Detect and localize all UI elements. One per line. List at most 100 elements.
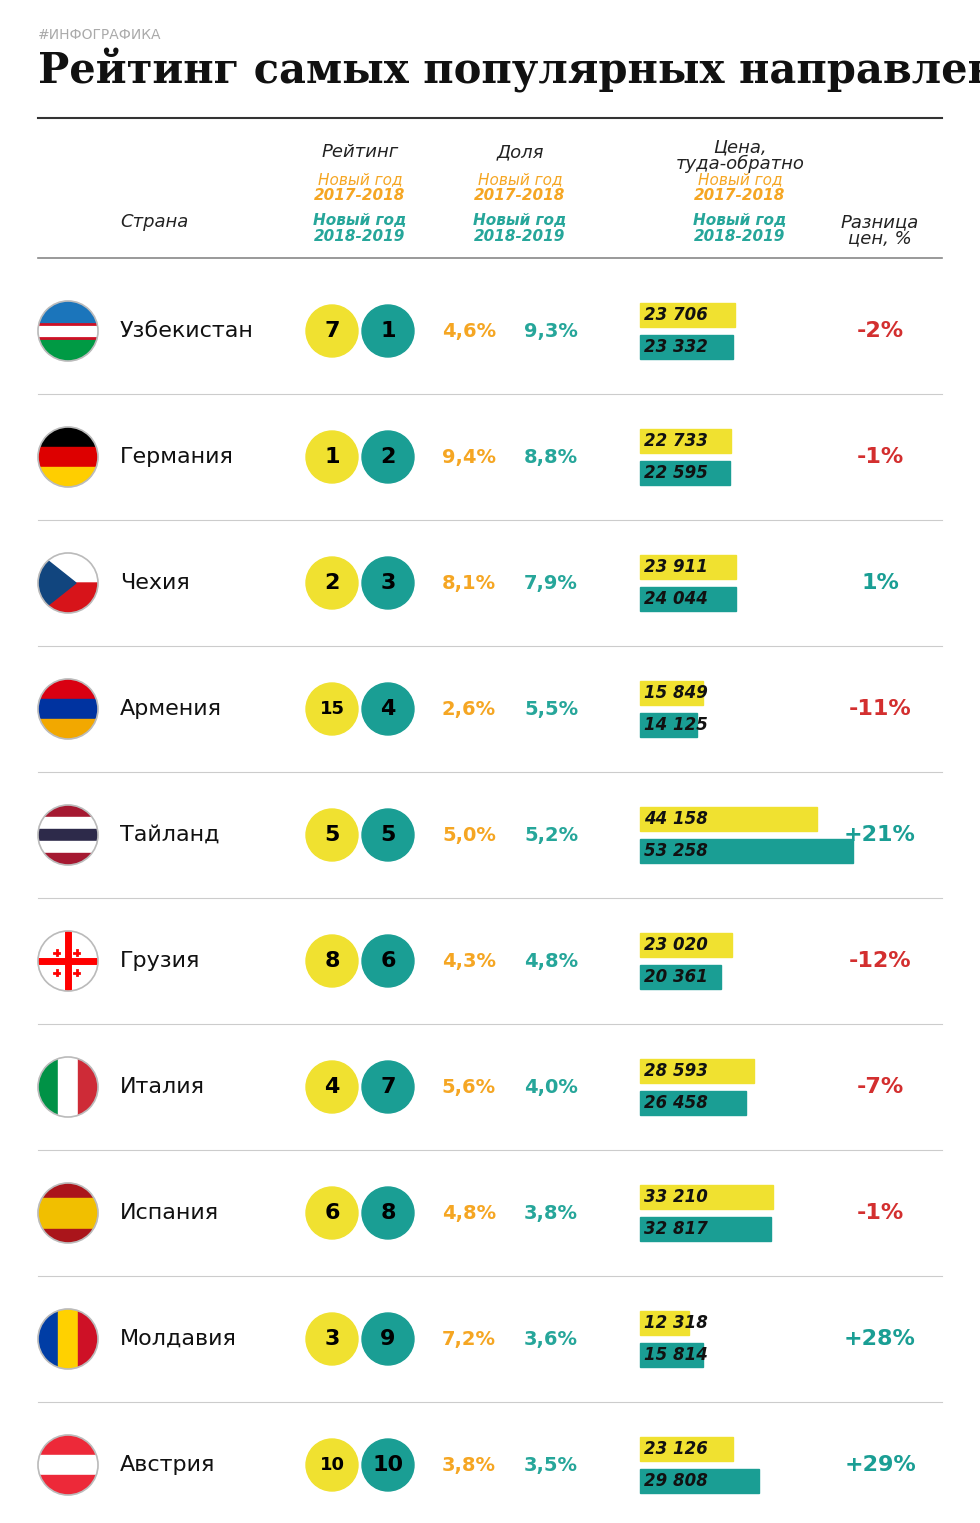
Text: Грузия: Грузия [120,950,200,972]
Text: 3: 3 [380,573,396,592]
Circle shape [306,431,358,483]
FancyBboxPatch shape [640,839,853,864]
FancyBboxPatch shape [58,1055,78,1118]
FancyBboxPatch shape [38,1308,58,1371]
Text: 26 458: 26 458 [644,1094,708,1112]
Text: 23 126: 23 126 [644,1441,708,1458]
Wedge shape [37,551,99,583]
Text: Новый год: Новый год [693,213,787,228]
FancyBboxPatch shape [58,1308,78,1371]
FancyBboxPatch shape [37,841,99,853]
Text: 14 125: 14 125 [644,716,708,734]
FancyBboxPatch shape [640,1217,771,1241]
Text: Армения: Армения [120,699,222,719]
Circle shape [362,1186,414,1240]
Text: 8,8%: 8,8% [524,448,578,466]
FancyBboxPatch shape [640,807,816,832]
Circle shape [362,1313,414,1365]
Circle shape [362,431,414,483]
Text: 2018-2019: 2018-2019 [694,228,786,244]
FancyBboxPatch shape [640,1438,732,1461]
Polygon shape [37,551,76,614]
Text: Узбекистан: Узбекистан [120,321,254,341]
Text: 10: 10 [372,1454,404,1474]
Text: 3,8%: 3,8% [442,1456,496,1474]
FancyBboxPatch shape [640,1343,704,1368]
FancyBboxPatch shape [640,461,730,484]
Wedge shape [37,300,99,362]
Text: 8: 8 [324,950,340,972]
Text: 24 044: 24 044 [644,589,708,608]
FancyBboxPatch shape [640,586,736,611]
Text: 4: 4 [380,699,396,719]
FancyBboxPatch shape [37,699,99,719]
FancyBboxPatch shape [640,554,736,579]
Text: 6: 6 [324,1203,340,1223]
Text: 23 706: 23 706 [644,306,708,324]
Text: -11%: -11% [849,699,911,719]
Circle shape [38,302,98,361]
Text: 6: 6 [380,950,396,972]
Circle shape [306,682,358,736]
Text: -12%: -12% [849,950,911,972]
FancyBboxPatch shape [37,679,99,699]
Circle shape [38,1435,98,1496]
Text: 5,0%: 5,0% [442,825,496,844]
Text: 28 593: 28 593 [644,1062,708,1080]
Text: 4,0%: 4,0% [524,1077,578,1097]
Text: 7: 7 [324,321,340,341]
Text: 15 849: 15 849 [644,684,708,702]
Text: 7,9%: 7,9% [524,574,578,592]
Text: Разница: Разница [841,213,919,231]
Text: Новый год: Новый год [473,213,566,228]
Circle shape [362,305,414,356]
Text: 2018-2019: 2018-2019 [315,228,406,244]
Text: +29%: +29% [844,1454,916,1474]
FancyBboxPatch shape [640,335,733,359]
Text: Новый год: Новый год [314,213,407,228]
Circle shape [306,1062,358,1113]
Text: туда-обратно: туда-обратно [675,155,805,174]
Circle shape [38,679,98,739]
FancyBboxPatch shape [640,713,697,737]
FancyBboxPatch shape [37,324,99,337]
Text: 3,5%: 3,5% [524,1456,578,1474]
Text: 33 210: 33 210 [644,1188,708,1206]
Text: 5: 5 [324,825,340,845]
Circle shape [38,931,98,991]
FancyBboxPatch shape [78,1308,98,1371]
Circle shape [306,1313,358,1365]
Circle shape [306,557,358,609]
FancyBboxPatch shape [640,1470,760,1493]
Circle shape [38,1183,98,1243]
Text: 20 361: 20 361 [644,969,708,985]
FancyBboxPatch shape [640,1311,689,1336]
Text: 1: 1 [324,446,340,468]
FancyBboxPatch shape [37,426,99,446]
Text: 23 020: 23 020 [644,937,708,953]
Text: 15 814: 15 814 [644,1346,708,1365]
Text: 3: 3 [324,1330,340,1349]
FancyBboxPatch shape [37,853,99,865]
Text: 22 595: 22 595 [644,465,708,481]
FancyBboxPatch shape [37,446,99,468]
Text: 4,6%: 4,6% [442,321,496,341]
FancyBboxPatch shape [37,1183,99,1199]
FancyBboxPatch shape [640,303,735,327]
Text: -2%: -2% [857,321,904,341]
FancyBboxPatch shape [37,719,99,739]
Text: 7: 7 [380,1077,396,1097]
Circle shape [38,1308,98,1369]
Text: цен, %: цен, % [848,228,911,247]
Text: 15: 15 [319,701,345,717]
Text: 4,8%: 4,8% [442,1203,496,1223]
FancyBboxPatch shape [37,1474,99,1496]
Text: Новый год: Новый год [698,172,782,187]
Text: -1%: -1% [857,446,904,468]
Text: Рейтинг: Рейтинг [321,143,399,161]
FancyBboxPatch shape [640,1090,746,1115]
Circle shape [306,1439,358,1491]
FancyBboxPatch shape [37,330,99,362]
FancyBboxPatch shape [640,1185,773,1209]
Text: 44 158: 44 158 [644,810,708,829]
